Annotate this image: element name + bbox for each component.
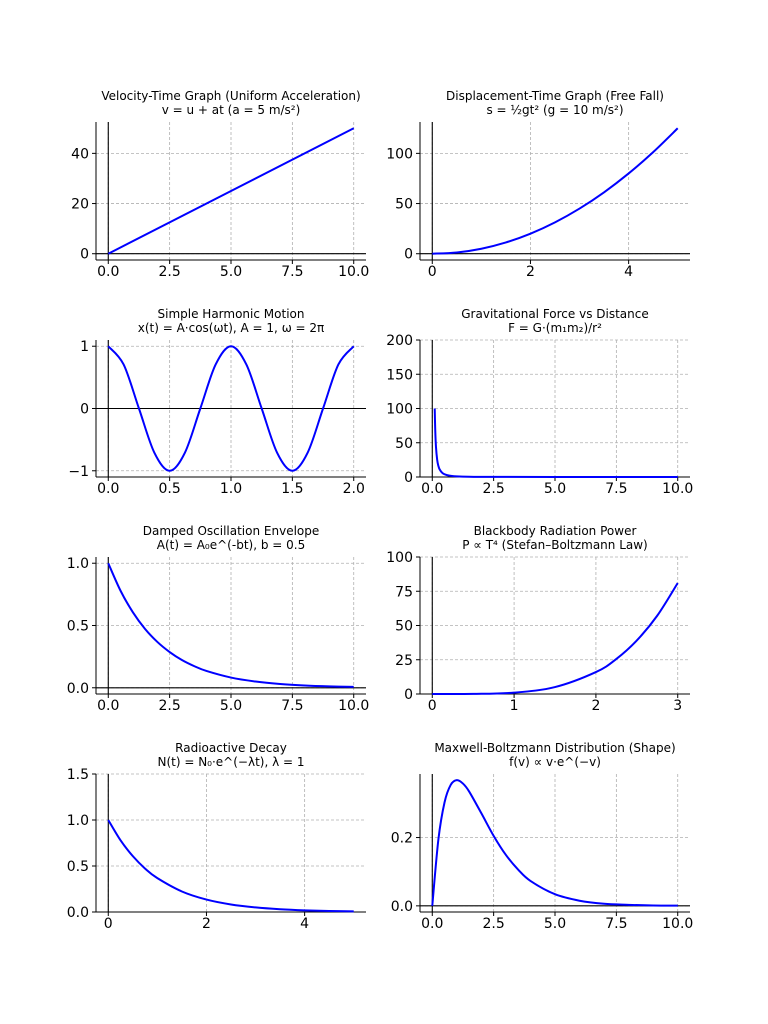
x-tick-label: 4 <box>300 916 309 932</box>
y-tick-label: 0 <box>404 470 413 486</box>
subplot-subtitle: v = u + at (a = 5 m/s²) <box>162 103 301 117</box>
y-tick-label: 40 <box>71 146 89 162</box>
y-tick-label: 100 <box>386 550 413 566</box>
subplot-5: 0.0 2.5 5.0 7.5 10.0 0.0 0.5 1.0 Damped Oscillat… <box>67 524 370 714</box>
x-tick-label: 10.0 <box>662 481 693 497</box>
y-tick-label: 0.0 <box>67 905 89 921</box>
subplot-4: 0.0 2.5 5.0 7.5 10.0 0 50 100 150 200 Gravitationa… <box>386 307 693 497</box>
y-tick-label: 1.5 <box>67 767 89 783</box>
x-tick-label: 5.0 <box>544 481 566 497</box>
subplot-8: 0.0 2.5 5.0 7.5 10.0 0.0 0.2 Maxwell-Boltzmann … <box>391 741 694 932</box>
subplot-title: Displacement-Time Graph (Free Fall) <box>446 89 664 103</box>
series-line <box>107 562 354 688</box>
y-tick-label: 0 <box>404 247 413 263</box>
subplot-title: Gravitational Force vs Distance <box>461 307 649 321</box>
series-line <box>107 819 354 913</box>
x-tick-label: 0.0 <box>421 481 443 497</box>
x-tick-label: 5.0 <box>220 264 242 280</box>
x-tick-label: 0.0 <box>97 481 119 497</box>
x-tick-label: 7.5 <box>281 264 303 280</box>
x-tick-label: 0 <box>428 698 437 714</box>
subplot-subtitle: P ∝ T⁴ (Stefan–Boltzmann Law) <box>462 538 647 552</box>
x-tick-label: 2.5 <box>159 698 181 714</box>
subplot-title: Blackbody Radiation Power <box>474 524 637 538</box>
x-tick-label: 1 <box>510 698 519 714</box>
y-tick-label: 0 <box>80 402 89 418</box>
y-tick-label: 0.5 <box>67 619 89 635</box>
subplot-6: 0 1 2 3 0 25 50 75 100 Blackbody Radiation PowerP… <box>386 524 690 714</box>
y-tick-label: 0.5 <box>67 859 89 875</box>
subplot-subtitle: s = ½gt² (g = 10 m/s²) <box>486 103 623 117</box>
x-tick-label: 7.5 <box>281 698 303 714</box>
x-tick-label: 0 <box>104 916 113 932</box>
subplot-subtitle: x(t) = A·cos(ωt), A = 1, ω = 2π <box>138 321 325 335</box>
x-tick-label: 2.5 <box>483 916 505 932</box>
subplot-1: 0.0 2.5 5.0 7.5 10.0 0 20 40 Velocity-Time Graph… <box>71 89 369 280</box>
subplot-title: Damped Oscillation Envelope <box>143 524 320 538</box>
y-tick-label: 1.0 <box>67 813 89 829</box>
y-tick-label: 0.2 <box>391 831 413 847</box>
y-tick-label: 1 <box>80 339 89 355</box>
y-tick-label: 50 <box>395 619 413 635</box>
y-tick-label: 0.0 <box>391 899 413 915</box>
x-tick-label: 2 <box>202 916 211 932</box>
subplot-subtitle: A(t) = A₀e^(-bt), b = 0.5 <box>157 538 305 552</box>
x-tick-label: 7.5 <box>605 481 627 497</box>
y-tick-label: 200 <box>386 333 413 349</box>
series-line <box>431 779 678 907</box>
x-tick-label: 0.0 <box>97 698 119 714</box>
x-tick-label: 5.0 <box>220 698 242 714</box>
y-tick-label: 150 <box>386 367 413 383</box>
x-tick-label: 2.0 <box>343 481 365 497</box>
x-tick-label: 10.0 <box>338 698 369 714</box>
subplot-title: Simple Harmonic Motion <box>158 307 305 321</box>
series-line <box>107 127 355 255</box>
y-tick-label: 50 <box>395 197 413 213</box>
subplot-title: Radioactive Decay <box>175 741 287 755</box>
x-tick-label: 0.5 <box>159 481 181 497</box>
series-line <box>432 127 679 255</box>
subplot-subtitle: N(t) = N₀·e^(−λt), λ = 1 <box>157 755 304 769</box>
x-tick-label: 2.5 <box>483 481 505 497</box>
subplot-title: Maxwell-Boltzmann Distribution (Shape) <box>434 741 675 755</box>
subplot-subtitle: f(v) ∝ v·e^(−v) <box>509 755 601 769</box>
y-tick-label: 25 <box>395 653 413 669</box>
x-tick-label: 2 <box>526 264 535 280</box>
subplot-3: 0.0 0.5 1.0 1.5 2.0 −1 0 1 Simple Harmonic Motio… <box>68 307 366 497</box>
series-line <box>433 408 678 478</box>
x-tick-label: 5.0 <box>544 916 566 932</box>
x-tick-label: 3 <box>673 698 682 714</box>
y-tick-label: −1 <box>68 464 89 480</box>
series-line <box>432 582 679 696</box>
x-tick-label: 1.5 <box>281 481 303 497</box>
y-tick-label: 75 <box>395 584 413 600</box>
x-tick-label: 10.0 <box>338 264 369 280</box>
subplot-2: 0 2 4 0 50 100 Displacement-Time Graph (Free F… <box>386 89 690 280</box>
y-tick-label: 0 <box>80 247 89 263</box>
x-tick-label: 10.0 <box>662 916 693 932</box>
x-tick-label: 1.0 <box>220 481 242 497</box>
subplot-title: Velocity-Time Graph (Uniform Acceleratio… <box>101 89 360 103</box>
x-tick-label: 0 <box>428 264 437 280</box>
x-tick-label: 0.0 <box>421 916 443 932</box>
y-tick-label: 100 <box>386 402 413 418</box>
x-tick-label: 2.5 <box>159 264 181 280</box>
y-tick-label: 0 <box>404 687 413 703</box>
x-tick-label: 4 <box>624 264 633 280</box>
y-tick-label: 1.0 <box>67 556 89 572</box>
series-line <box>107 345 355 472</box>
y-tick-label: 20 <box>71 197 89 213</box>
x-tick-label: 2 <box>591 698 600 714</box>
x-tick-label: 0.0 <box>97 264 119 280</box>
y-tick-label: 50 <box>395 436 413 452</box>
y-tick-label: 0.0 <box>67 681 89 697</box>
subplot-subtitle: F = G·(m₁m₂)/r² <box>508 321 602 335</box>
x-tick-label: 7.5 <box>605 916 627 932</box>
y-tick-label: 100 <box>386 146 413 162</box>
